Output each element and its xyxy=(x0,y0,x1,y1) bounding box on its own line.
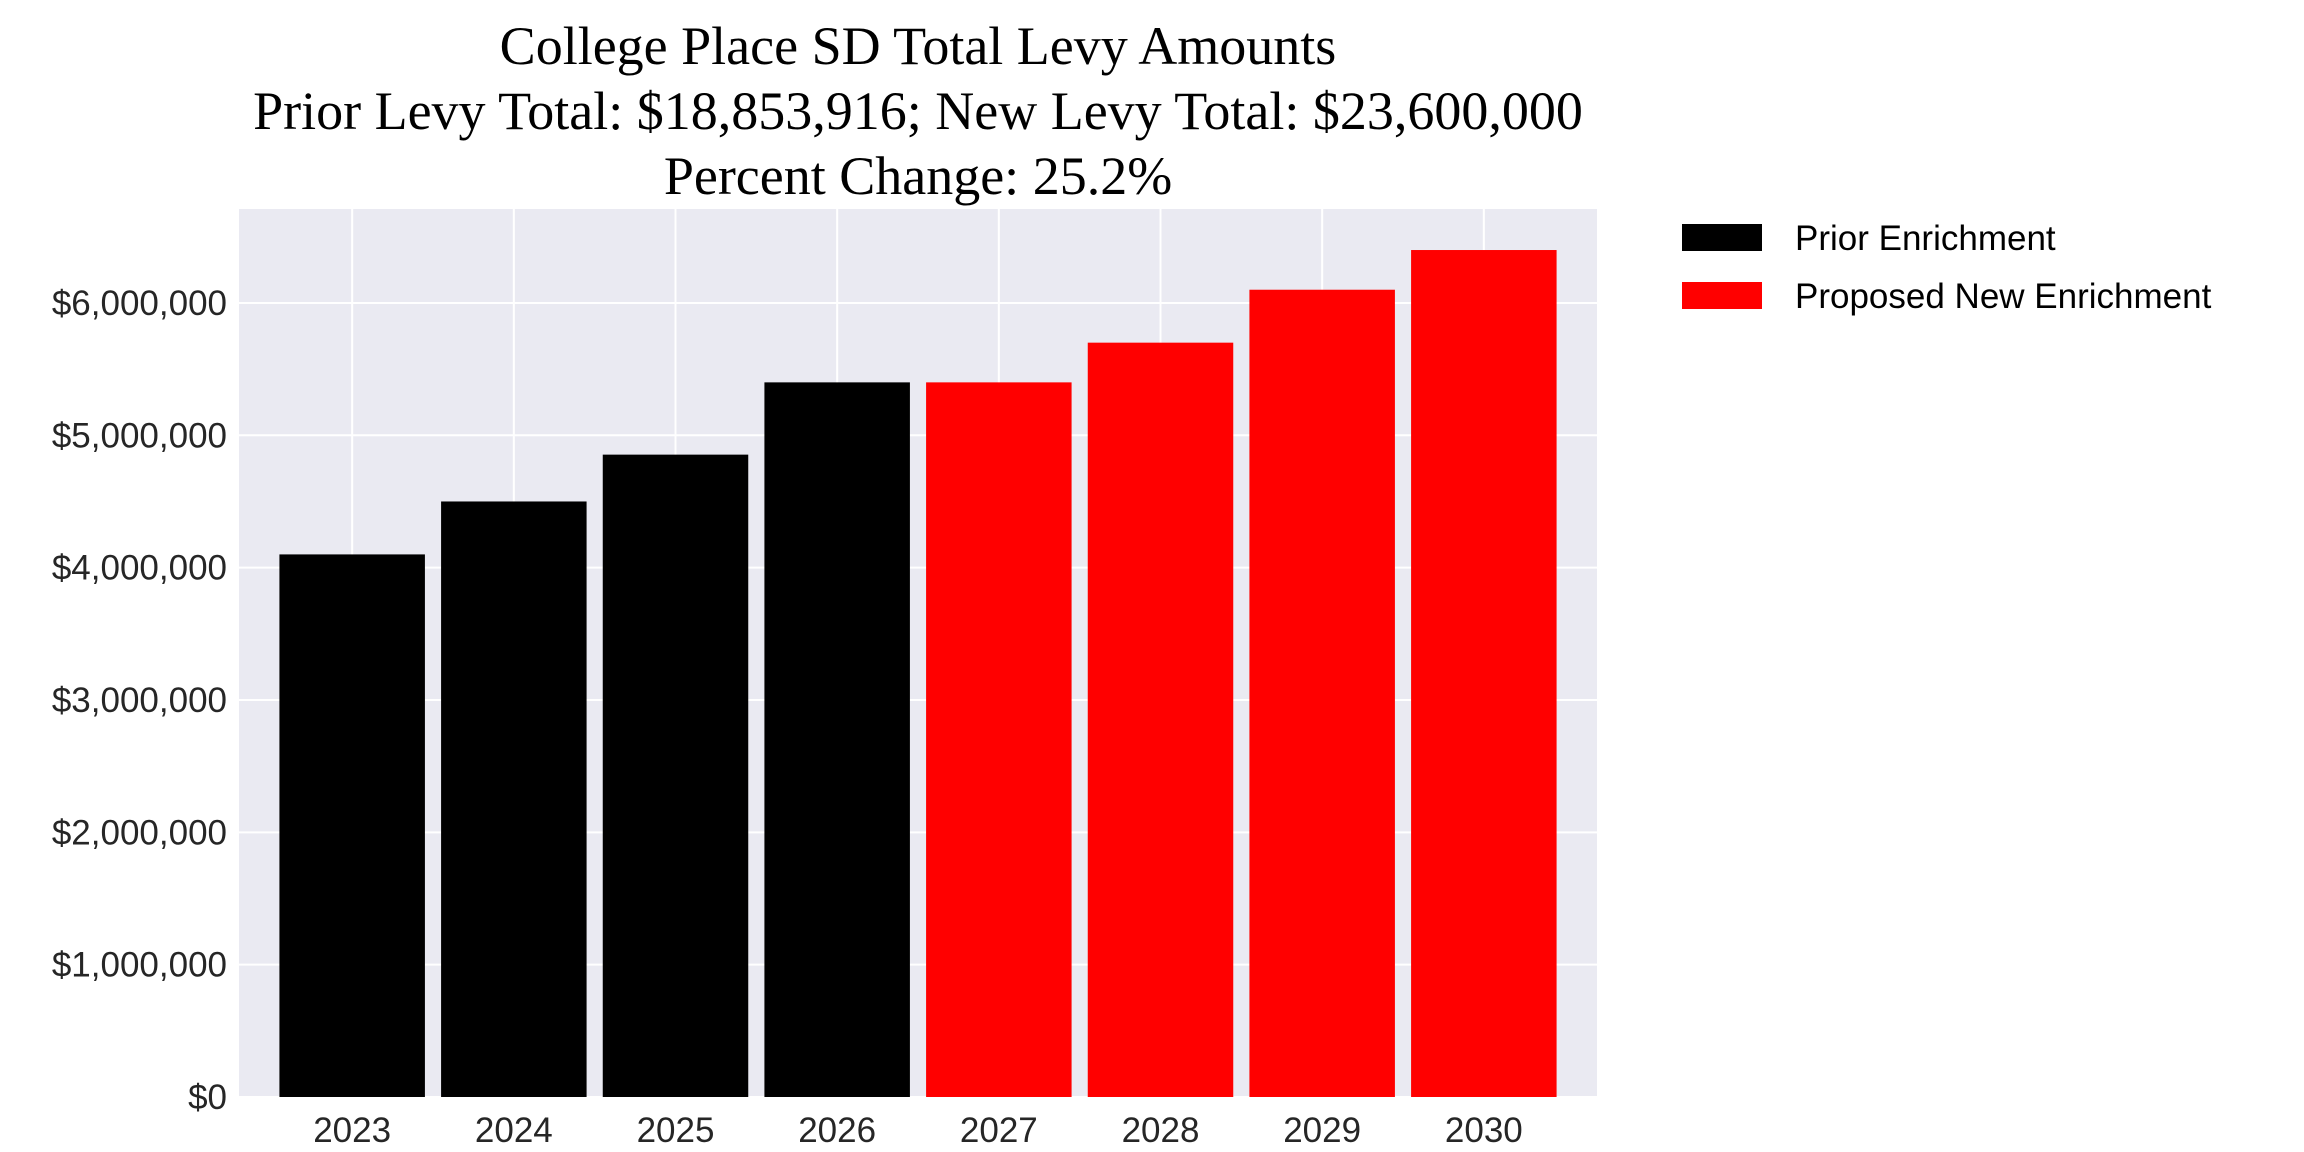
y-tick-label: $0 xyxy=(188,1078,227,1117)
legend-swatch-prior xyxy=(1682,224,1762,251)
x-tick-label: 2024 xyxy=(475,1111,553,1150)
x-tick-label: 2026 xyxy=(798,1111,876,1150)
bar-proposed-2029 xyxy=(1249,289,1395,1097)
bar-prior-2023 xyxy=(279,554,425,1097)
legend: Prior Enrichment Proposed New Enrichment xyxy=(1682,219,2212,316)
bar-proposed-2027 xyxy=(926,382,1072,1097)
x-tick-label: 2030 xyxy=(1445,1111,1523,1150)
chart-title-line-2: Prior Levy Total: $18,853,916; New Levy … xyxy=(253,81,1583,141)
bar-prior-2025 xyxy=(602,454,749,1097)
bars xyxy=(279,250,1557,1097)
y-tick-label: $5,000,000 xyxy=(52,416,227,455)
bar-prior-2026 xyxy=(764,382,910,1097)
legend-label-proposed: Proposed New Enrichment xyxy=(1795,277,2212,316)
y-tick-label: $6,000,000 xyxy=(52,284,227,323)
x-tick-label: 2027 xyxy=(960,1111,1038,1150)
legend-label-prior: Prior Enrichment xyxy=(1795,219,2056,258)
bar-prior-2024 xyxy=(441,501,587,1097)
x-tick-label: 2023 xyxy=(313,1111,391,1150)
y-tick-label: $2,000,000 xyxy=(52,813,227,852)
chart-title-line-3: Percent Change: 25.2% xyxy=(664,146,1172,206)
bar-proposed-2030 xyxy=(1411,250,1557,1097)
legend-swatch-proposed xyxy=(1682,282,1762,309)
x-tick-label: 2029 xyxy=(1283,1111,1361,1150)
y-tick-label: $1,000,000 xyxy=(52,946,227,985)
y-tick-label: $3,000,000 xyxy=(52,681,227,720)
y-tick-label: $4,000,000 xyxy=(52,549,227,588)
x-tick-label: 2025 xyxy=(637,1111,715,1150)
y-axis-ticks: $0 $1,000,000 $2,000,000 $3,000,000 $4,000,0… xyxy=(52,284,227,1117)
chart-title-line-1: College Place SD Total Levy Amounts xyxy=(500,16,1337,76)
x-axis-ticks: 2023 2024 2025 2026 2027 2028 2029 2030 xyxy=(313,1111,1523,1150)
x-tick-label: 2028 xyxy=(1122,1111,1200,1150)
bar-proposed-2028 xyxy=(1087,342,1234,1097)
